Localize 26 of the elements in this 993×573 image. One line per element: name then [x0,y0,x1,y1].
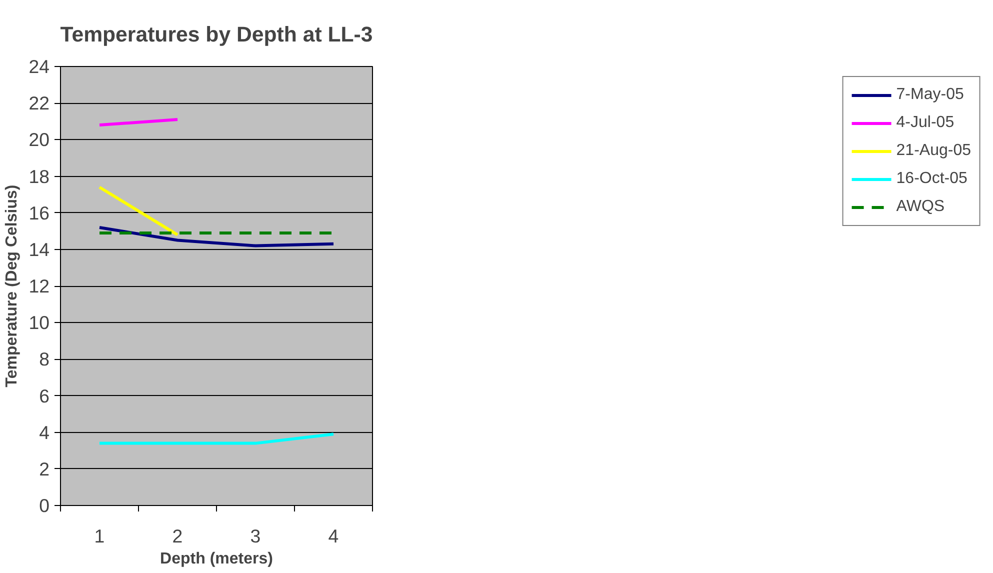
y-tick-label: 8 [39,348,50,370]
y-tick-label: 24 [28,56,50,77]
legend-label: AWQS [896,198,945,216]
legend-label: 16-Oct-05 [896,170,968,188]
y-tick-label: 2 [39,458,50,480]
x-tick-label: 1 [94,526,105,546]
line-series [98,226,335,248]
y-tick-label: 10 [28,312,50,334]
y-tick-label: 12 [28,276,50,296]
y-tick-label: 22 [28,92,50,114]
legend-label: 4-Jul-05 [896,114,954,132]
chart-title: Temperatures by Depth at LL-3 [60,22,373,46]
y-tick-label: 16 [28,202,50,224]
y-tick-label: 20 [28,129,50,150]
x-axis-title: Depth (meters) [160,550,273,568]
x-tick-label: 2 [172,526,183,546]
x-tick-label: 3 [250,526,261,546]
y-tick-label: 6 [39,385,50,406]
y-tick-label: 4 [39,422,50,443]
y-tick-label: 14 [28,238,50,260]
x-tick-label: 4 [328,526,339,546]
y-tick-label: 18 [28,166,50,187]
legend-label: 7-May-05 [896,86,964,104]
y-tick-label: 0 [39,495,50,516]
y-axis-title: Temperature (Deg Celsius) [4,184,21,388]
legend-label: 21-Aug-05 [896,142,971,160]
